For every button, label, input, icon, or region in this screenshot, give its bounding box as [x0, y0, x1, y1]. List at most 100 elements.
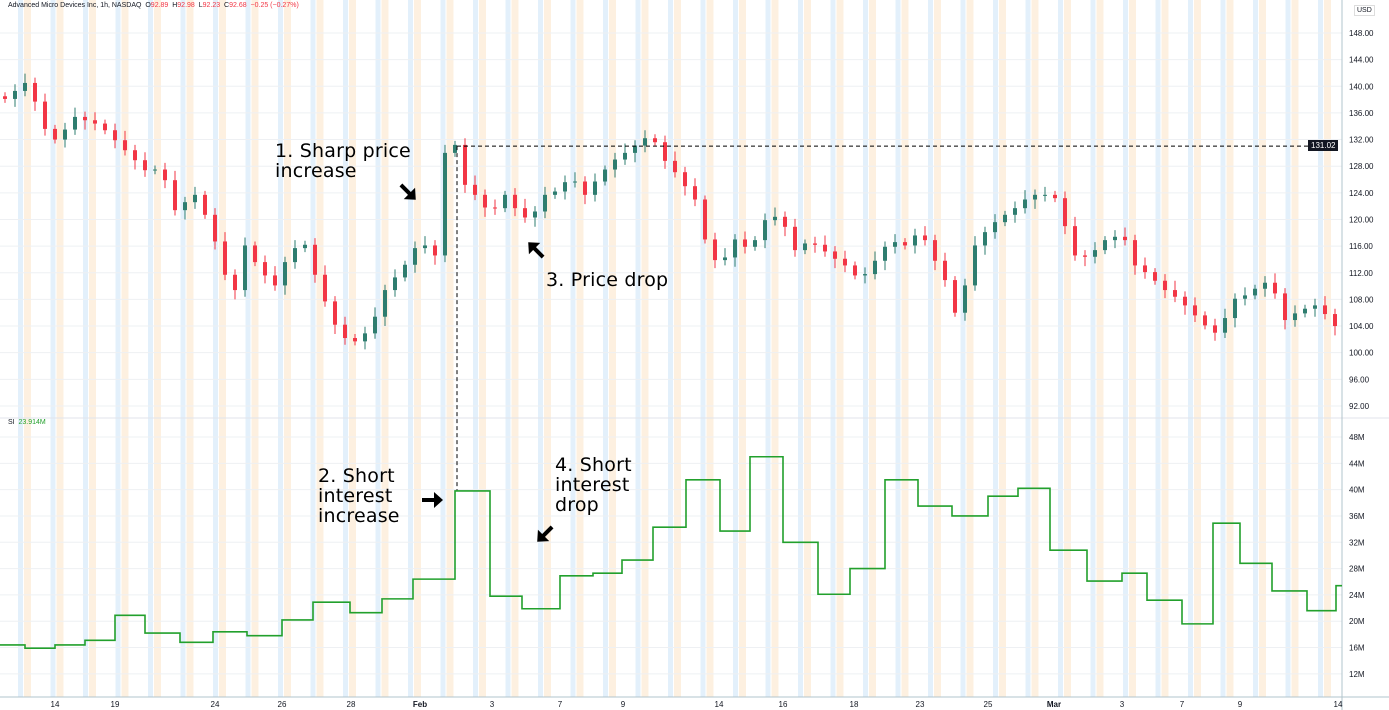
- annotation-price-drop: 3. Price drop: [546, 270, 668, 290]
- annotation-line: increase: [318, 505, 400, 527]
- candle-body: [33, 82, 37, 102]
- open-value: 92.89: [150, 2, 169, 9]
- candle-body: [343, 324, 347, 339]
- session-band: [674, 0, 681, 697]
- candle-body: [933, 240, 937, 261]
- session-band: [115, 0, 121, 697]
- session-band: [1188, 0, 1193, 697]
- candle-body: [1253, 288, 1257, 296]
- candle-body: [1053, 194, 1057, 199]
- time-tick-label: 9: [1238, 700, 1243, 709]
- si-tick-label: 20M: [1349, 617, 1365, 626]
- session-band: [706, 0, 714, 697]
- candle-body: [863, 274, 867, 276]
- session-band: [83, 0, 88, 697]
- price-tick-label: 108.00: [1349, 295, 1374, 304]
- candle-body: [173, 180, 177, 211]
- session-band: [1259, 0, 1266, 697]
- session-band: [251, 0, 259, 697]
- candle-body: [1043, 194, 1047, 196]
- candle-body: [1243, 295, 1247, 299]
- price-tick-label: 136.00: [1349, 109, 1374, 118]
- candle-body: [1203, 315, 1207, 326]
- annotation-line: 2. Short: [318, 465, 395, 487]
- time-tick-label: 14: [1334, 700, 1343, 709]
- session-band: [505, 0, 511, 697]
- si-tick-label: 44M: [1349, 459, 1365, 468]
- candle-body: [723, 257, 727, 261]
- session-band: [316, 0, 324, 697]
- session-band: [180, 0, 186, 697]
- candle-body: [413, 248, 417, 265]
- session-band: [733, 0, 738, 697]
- candle-body: [813, 243, 817, 245]
- annotation-line: 3. Price drop: [546, 269, 669, 291]
- candle-body: [473, 184, 477, 195]
- candle-body: [563, 182, 567, 192]
- session-band: [538, 0, 543, 697]
- candle-body: [543, 194, 547, 212]
- candle-body: [313, 244, 317, 275]
- candle-body: [533, 211, 537, 218]
- session-band: [544, 0, 551, 697]
- candle-body: [613, 159, 617, 170]
- annotation-line: increase: [275, 160, 357, 182]
- session-band: [440, 0, 446, 697]
- si-tick-label: 12M: [1349, 670, 1365, 679]
- candle-body: [433, 245, 437, 256]
- candle-body: [673, 160, 677, 173]
- session-band: [446, 0, 454, 697]
- time-tick-label: 7: [1180, 700, 1185, 709]
- candle-body: [663, 142, 667, 161]
- symbol-legend: Advanced Micro Devices Inc, 1h, NASDAQ O…: [8, 2, 299, 9]
- price-line-tag: 131.02: [1308, 140, 1339, 151]
- price-tick-label: 144.00: [1349, 56, 1374, 65]
- candle-body: [1233, 298, 1237, 319]
- si-tick-label: 32M: [1349, 538, 1365, 547]
- price-tick-label: 92.00: [1349, 402, 1370, 411]
- candle-body: [283, 262, 287, 286]
- candle-body: [803, 243, 807, 251]
- candle-body: [103, 123, 107, 131]
- session-band: [349, 0, 356, 697]
- session-band: [511, 0, 519, 697]
- candle-body: [633, 145, 637, 153]
- session-band: [381, 0, 389, 697]
- change-value: −0.25 (−0.27%): [250, 2, 299, 9]
- price-tick-label: 132.00: [1349, 136, 1374, 145]
- si-legend: SI 23.914M: [8, 419, 46, 426]
- session-band: [1194, 0, 1201, 697]
- session-band: [121, 0, 129, 697]
- candle-body: [293, 248, 297, 263]
- session-band: [375, 0, 381, 697]
- session-band: [869, 0, 876, 697]
- candle-body: [593, 181, 597, 195]
- time-tick-label: Feb: [413, 700, 427, 709]
- candle-body: [1113, 236, 1117, 241]
- candle-body: [153, 169, 157, 171]
- candle-body: [1183, 296, 1187, 306]
- candle-body: [483, 194, 487, 208]
- candle-body: [1063, 198, 1067, 227]
- candle-body: [213, 214, 217, 242]
- session-band: [603, 0, 608, 697]
- candle-body: [1133, 240, 1137, 266]
- low-label: L: [198, 2, 203, 9]
- session-band: [1090, 0, 1096, 697]
- session-band: [999, 0, 1006, 697]
- candle-body: [1023, 199, 1027, 209]
- si-line: [0, 455, 1342, 650]
- candle-body: [743, 239, 747, 247]
- candle-body: [513, 194, 517, 209]
- candle-body: [523, 208, 527, 218]
- candle-body: [1333, 314, 1337, 327]
- price-tick-label: 120.00: [1349, 215, 1374, 224]
- currency-button[interactable]: USD: [1354, 5, 1375, 16]
- candle-body: [1093, 250, 1097, 257]
- price-tick-label: 140.00: [1349, 82, 1374, 91]
- session-band: [700, 0, 706, 697]
- candle-body: [913, 235, 917, 246]
- session-band: [1291, 0, 1299, 697]
- arrow-right-icon: [422, 492, 443, 508]
